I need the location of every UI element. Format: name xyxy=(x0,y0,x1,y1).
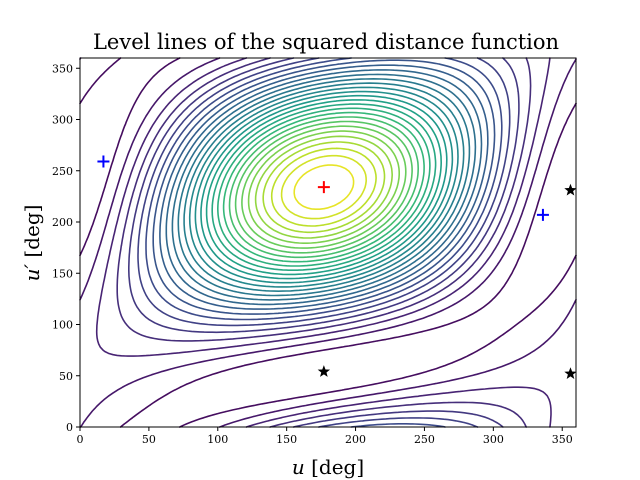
star-marker xyxy=(564,183,577,196)
x-axis-label-unit: [deg] xyxy=(311,455,364,479)
contour-line xyxy=(222,111,425,263)
x-tick-label: 350 xyxy=(552,433,573,446)
contour-line xyxy=(152,59,496,315)
y-tick-label: 350 xyxy=(52,62,73,75)
blue-plus-marker xyxy=(97,155,110,168)
star-marker xyxy=(564,367,577,379)
chart-title: Level lines of the squared distance func… xyxy=(93,30,559,54)
contour-line xyxy=(254,135,393,239)
markers xyxy=(97,155,577,379)
contour-line xyxy=(79,57,577,428)
contour-line xyxy=(159,64,489,310)
x-axis-label-var: u xyxy=(292,455,305,479)
y-tick-label: 150 xyxy=(52,267,73,280)
y-tick-label: 300 xyxy=(52,114,73,127)
contour-line xyxy=(217,107,431,267)
contour-line xyxy=(262,141,386,234)
contour-line xyxy=(177,78,471,297)
contour-line xyxy=(280,154,367,220)
x-tick-label: 200 xyxy=(345,433,366,446)
plot-frame xyxy=(79,57,577,428)
y-tick-label: 250 xyxy=(52,165,73,178)
x-tick-label: 100 xyxy=(207,433,228,446)
y-tick-label: 200 xyxy=(52,216,73,229)
contour-line xyxy=(205,99,442,276)
contour-line xyxy=(270,147,377,227)
contour-line xyxy=(241,125,407,249)
red-plus-marker xyxy=(317,181,330,194)
x-tick-label: 50 xyxy=(142,433,156,446)
contour-line xyxy=(183,82,465,292)
contour-line xyxy=(165,69,483,306)
x-tick-label: 150 xyxy=(276,433,297,446)
y-axis: 0 50 100 150 200 250 300 350 xyxy=(52,62,80,434)
y-tick-label: 50 xyxy=(59,370,73,383)
y-axis-label-unit: [deg] xyxy=(20,205,44,258)
contour-line xyxy=(194,90,454,284)
contour-line xyxy=(234,120,413,254)
x-tick-label: 0 xyxy=(77,433,84,446)
y-axis-label-var: u′ xyxy=(20,264,44,282)
x-tick-label: 250 xyxy=(414,433,435,446)
contour-line xyxy=(228,116,419,259)
contour-line xyxy=(188,86,459,288)
contour-line xyxy=(116,57,532,428)
contour-lines xyxy=(79,57,577,428)
contour-line xyxy=(293,164,355,210)
star-marker xyxy=(317,365,331,377)
contour-line xyxy=(247,130,400,244)
x-axis: 0 50 100 150 200 250 300 350 xyxy=(77,427,573,446)
blue-plus-marker xyxy=(536,208,549,221)
contour-line xyxy=(211,103,437,271)
x-tick-label: 300 xyxy=(483,433,504,446)
contour-line xyxy=(171,73,477,301)
contour-line xyxy=(200,94,448,280)
y-axis-label: u′ [deg] xyxy=(20,205,44,282)
y-tick-label: 100 xyxy=(52,319,73,332)
y-tick-label: 0 xyxy=(66,421,73,434)
x-axis-label: u [deg] xyxy=(292,455,364,479)
